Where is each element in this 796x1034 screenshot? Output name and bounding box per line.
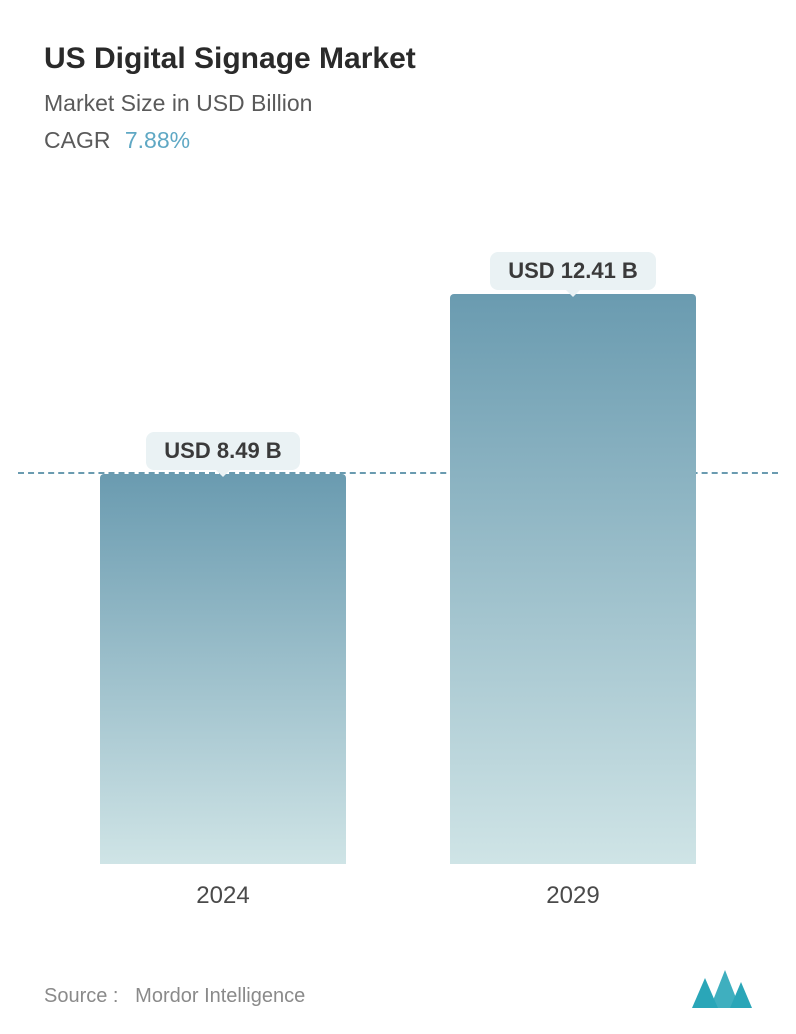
bar-group: USD 12.41 B (450, 252, 696, 864)
chart-subtitle: Market Size in USD Billion (44, 90, 752, 117)
cagr-row: CAGR 7.88% (44, 127, 752, 154)
cagr-value: 7.88% (125, 127, 190, 153)
source-attribution: Source : Mordor Intelligence (44, 985, 305, 1008)
bar-rect (100, 474, 346, 864)
source-name: Mordor Intelligence (135, 985, 305, 1007)
chart-title: US Digital Signage Market (44, 42, 752, 76)
brand-logo-icon (692, 970, 752, 1008)
bar-rect (450, 294, 696, 864)
chart-footer: Source : Mordor Intelligence (44, 970, 752, 1008)
x-axis-label: 2024 (100, 882, 346, 910)
bar-value-label: USD 8.49 B (146, 432, 299, 470)
bar-value-label: USD 12.41 B (490, 252, 656, 290)
bars-row: USD 8.49 B USD 12.41 B (48, 214, 748, 864)
bar-group: USD 8.49 B (100, 432, 346, 864)
source-label: Source : (44, 985, 118, 1007)
chart-container: US Digital Signage Market Market Size in… (0, 0, 796, 1034)
x-axis-label: 2029 (450, 882, 696, 910)
chart-plot-area: USD 8.49 BUSD 12.41 B 20242029 (48, 214, 748, 864)
cagr-label: CAGR (44, 127, 110, 153)
x-axis-labels: 2024 2029 (48, 882, 748, 910)
